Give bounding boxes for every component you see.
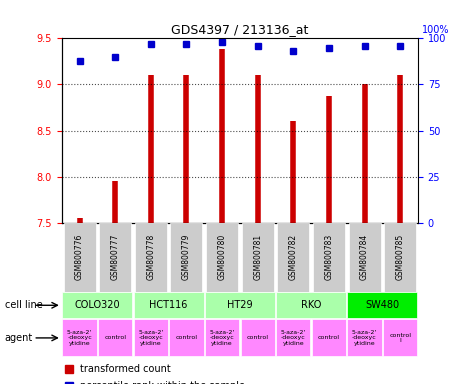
Text: 5-aza-2'
-deoxyc
ytidine: 5-aza-2' -deoxyc ytidine bbox=[352, 329, 377, 346]
FancyBboxPatch shape bbox=[63, 292, 132, 318]
Text: control: control bbox=[104, 335, 126, 341]
Text: HCT116: HCT116 bbox=[150, 300, 188, 310]
Text: 100%: 100% bbox=[422, 25, 449, 35]
Text: agent: agent bbox=[5, 333, 33, 343]
Text: control: control bbox=[247, 335, 269, 341]
FancyBboxPatch shape bbox=[98, 319, 132, 356]
Text: RKO: RKO bbox=[301, 300, 321, 310]
Text: GSM800782: GSM800782 bbox=[289, 234, 298, 280]
Text: SW480: SW480 bbox=[365, 300, 399, 310]
Text: 5-aza-2'
-deoxyc
ytidine: 5-aza-2' -deoxyc ytidine bbox=[138, 329, 163, 346]
FancyBboxPatch shape bbox=[277, 223, 309, 292]
FancyBboxPatch shape bbox=[205, 319, 239, 356]
FancyBboxPatch shape bbox=[240, 319, 275, 356]
FancyBboxPatch shape bbox=[312, 319, 346, 356]
FancyBboxPatch shape bbox=[347, 319, 382, 356]
FancyBboxPatch shape bbox=[64, 223, 95, 292]
FancyBboxPatch shape bbox=[205, 292, 275, 318]
FancyBboxPatch shape bbox=[135, 223, 167, 292]
Text: 5-aza-2'
-deoxyc
ytidine: 5-aza-2' -deoxyc ytidine bbox=[209, 329, 235, 346]
FancyBboxPatch shape bbox=[276, 292, 346, 318]
FancyBboxPatch shape bbox=[171, 223, 202, 292]
FancyBboxPatch shape bbox=[384, 223, 416, 292]
Text: control
l: control l bbox=[389, 333, 411, 343]
Text: GSM800779: GSM800779 bbox=[182, 234, 191, 280]
FancyBboxPatch shape bbox=[276, 319, 311, 356]
Text: GSM800785: GSM800785 bbox=[396, 234, 405, 280]
Text: GSM800777: GSM800777 bbox=[111, 234, 120, 280]
FancyBboxPatch shape bbox=[134, 319, 168, 356]
FancyBboxPatch shape bbox=[349, 223, 380, 292]
FancyBboxPatch shape bbox=[242, 223, 274, 292]
Text: 5-aza-2'
-deoxyc
ytidine: 5-aza-2' -deoxyc ytidine bbox=[281, 329, 306, 346]
Text: 5-aza-2'
-deoxyc
ytidine: 5-aza-2' -deoxyc ytidine bbox=[67, 329, 92, 346]
Title: GDS4397 / 213136_at: GDS4397 / 213136_at bbox=[171, 23, 309, 36]
Text: GSM800781: GSM800781 bbox=[253, 234, 262, 280]
Text: percentile rank within the sample: percentile rank within the sample bbox=[80, 381, 245, 384]
FancyBboxPatch shape bbox=[134, 292, 203, 318]
Text: HT29: HT29 bbox=[227, 300, 253, 310]
Text: control: control bbox=[175, 335, 198, 341]
Text: GSM800783: GSM800783 bbox=[324, 234, 333, 280]
FancyBboxPatch shape bbox=[99, 223, 131, 292]
FancyBboxPatch shape bbox=[206, 223, 238, 292]
Text: GSM800778: GSM800778 bbox=[146, 234, 155, 280]
Text: cell line: cell line bbox=[5, 300, 42, 310]
Text: GSM800780: GSM800780 bbox=[218, 234, 227, 280]
FancyBboxPatch shape bbox=[313, 223, 345, 292]
Text: GSM800784: GSM800784 bbox=[360, 234, 369, 280]
Text: COLO320: COLO320 bbox=[75, 300, 120, 310]
Text: control: control bbox=[318, 335, 340, 341]
FancyBboxPatch shape bbox=[169, 319, 203, 356]
FancyBboxPatch shape bbox=[63, 319, 97, 356]
Text: GSM800776: GSM800776 bbox=[75, 234, 84, 280]
FancyBboxPatch shape bbox=[383, 319, 418, 356]
FancyBboxPatch shape bbox=[347, 292, 418, 318]
Text: transformed count: transformed count bbox=[80, 364, 171, 374]
